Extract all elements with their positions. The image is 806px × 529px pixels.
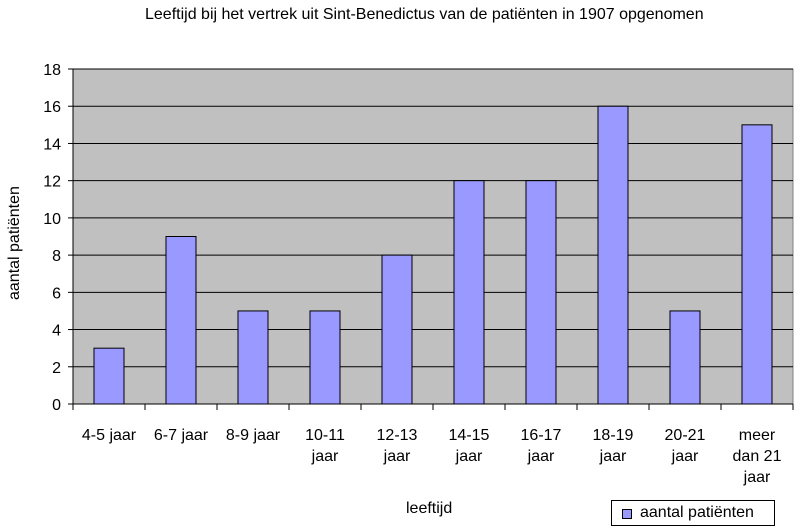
bar: [669, 310, 701, 405]
x-tick-label: 10-11 jaar: [305, 427, 345, 465]
y-tick-label: 16: [43, 99, 61, 116]
bar: [93, 347, 125, 405]
x-tick-label: 14-15 jaar: [449, 427, 490, 465]
legend: aantal patiënten: [611, 500, 775, 526]
y-tick-label: 18: [43, 62, 61, 79]
y-tick-label: 12: [43, 174, 61, 191]
y-tick-label: 4: [52, 323, 61, 340]
y-tick-label: 6: [52, 285, 61, 302]
x-tick-label: meer dan 21 jaar: [733, 427, 782, 486]
y-tick-label: 14: [43, 136, 61, 153]
bar: [237, 310, 269, 405]
x-tick-label: 16-17 jaar: [521, 427, 562, 465]
x-tick-label: 6-7 jaar: [154, 427, 209, 444]
legend-label: aantal patiënten: [640, 504, 754, 521]
x-axis-label: leeftijd: [406, 500, 453, 517]
bar: [309, 310, 341, 405]
y-tick-label: 10: [43, 211, 61, 228]
x-tick-label: 18-19 jaar: [593, 427, 634, 465]
bar: [525, 180, 557, 405]
y-tick-label: 2: [52, 360, 61, 377]
bar: [381, 254, 413, 405]
y-tick-label: 0: [52, 397, 61, 414]
y-tick-label: 8: [52, 248, 61, 265]
legend-swatch: [622, 509, 632, 519]
x-tick-label: 20-21 jaar: [665, 427, 706, 465]
x-tick-label: 8-9 jaar: [226, 427, 281, 444]
bar: [741, 124, 773, 405]
bar: [453, 180, 485, 405]
chart-title: Leeftijd bij het vertrek uit Sint-Benedi…: [145, 6, 704, 23]
bar: [165, 236, 197, 405]
x-tick-label: 12-13 jaar: [377, 427, 418, 465]
bar: [597, 105, 629, 405]
x-tick-label: 4-5 jaar: [82, 427, 137, 444]
